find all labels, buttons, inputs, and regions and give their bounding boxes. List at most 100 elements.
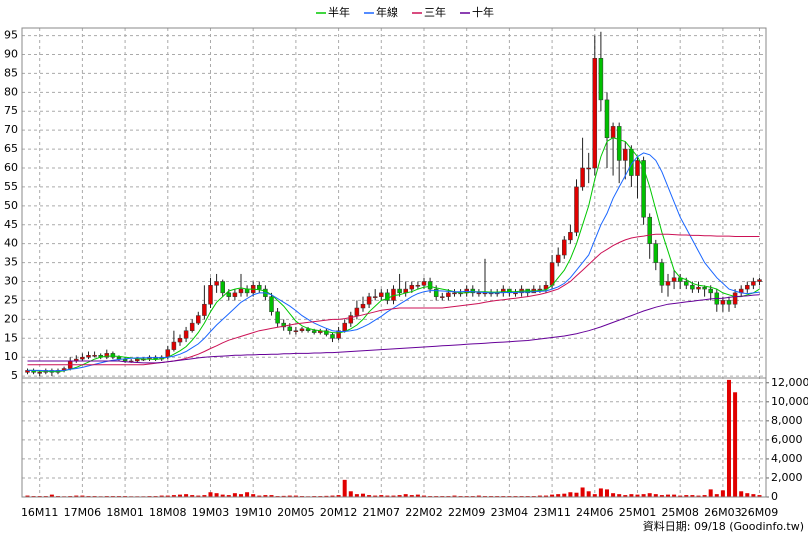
- volume-bar: [257, 495, 262, 497]
- candle-body: [202, 303, 207, 316]
- volume-bar: [348, 491, 353, 497]
- candle-body: [397, 288, 402, 294]
- volume-bar: [74, 495, 79, 497]
- volume-bar: [226, 495, 231, 497]
- y2-tick-label: 8,000: [771, 414, 803, 427]
- candle-body: [562, 239, 567, 256]
- candle-body: [635, 160, 640, 176]
- candle-body: [214, 281, 219, 286]
- candle-body: [568, 232, 573, 241]
- candle-body: [580, 167, 585, 188]
- volume-bar: [586, 491, 591, 497]
- candle-body: [409, 285, 415, 290]
- candle-body: [537, 288, 543, 291]
- volume-bar: [568, 492, 573, 497]
- y2-tick-label: 2,000: [771, 471, 803, 484]
- candle-body: [281, 322, 286, 328]
- candle-body: [348, 315, 354, 324]
- candle-body: [287, 326, 293, 331]
- candle-body: [189, 322, 195, 331]
- candle-body: [684, 281, 689, 286]
- volume-bar: [367, 495, 372, 497]
- volume-bar: [397, 495, 402, 497]
- candle-body: [574, 186, 579, 233]
- volume-bar: [171, 495, 176, 497]
- volume-bar: [263, 495, 268, 497]
- candle-body: [226, 292, 232, 297]
- x-tick-label: 25M08: [661, 506, 699, 519]
- candle-body: [757, 279, 762, 282]
- candle-body: [513, 292, 518, 295]
- candle-body: [238, 288, 244, 294]
- volume-bar: [556, 494, 561, 497]
- x-tick-label: 23M11: [533, 506, 571, 519]
- volume-bar: [726, 379, 731, 497]
- candle-body: [372, 296, 378, 298]
- y2-tick-label: 0: [771, 490, 778, 503]
- volume-bar: [245, 492, 250, 497]
- candle-body: [336, 330, 341, 339]
- candle-body: [671, 277, 677, 282]
- y-tick-label: 50: [4, 199, 18, 212]
- candle-body: [653, 243, 659, 263]
- candle-body: [135, 358, 140, 362]
- x-tick-label: 18M01: [106, 506, 144, 519]
- source-note: 資料日期: 09/18 (Goodinfo.tw): [643, 519, 804, 533]
- volume-bar: [360, 493, 365, 497]
- y2-tick-label: 10,000: [771, 395, 808, 408]
- x-tick-label: 18M08: [149, 506, 187, 519]
- volume-bar: [452, 495, 457, 497]
- volume-bar: [641, 494, 646, 497]
- volume-bar: [409, 495, 414, 497]
- volume-bar: [385, 495, 390, 497]
- volume-bar: [202, 495, 207, 497]
- candle-body: [330, 334, 335, 339]
- candle-body: [623, 148, 628, 161]
- candle-body: [543, 285, 549, 290]
- candle-body: [641, 160, 646, 218]
- candle-body: [421, 281, 427, 286]
- legend-label: 年線: [376, 5, 398, 19]
- volume-bar: [238, 494, 243, 497]
- candle-body: [25, 370, 30, 373]
- volume-frame: [21, 377, 767, 498]
- volume-bar: [269, 495, 274, 497]
- y-tick-label: 25: [4, 293, 18, 306]
- candle-body: [232, 292, 238, 297]
- volume-bar: [672, 494, 677, 497]
- volume-bar: [739, 491, 744, 497]
- volume-bar: [476, 495, 481, 497]
- volume-bar: [293, 495, 298, 497]
- candle-body: [702, 286, 707, 290]
- candle-body: [592, 58, 598, 169]
- candle-body: [385, 292, 390, 301]
- volume-bar: [659, 495, 664, 497]
- volume-bar: [745, 493, 750, 497]
- volume-bar: [751, 494, 756, 497]
- candle-body: [440, 296, 445, 298]
- candle-body: [433, 288, 439, 297]
- legend-label: 十年: [472, 5, 494, 19]
- volume-bar: [184, 494, 189, 497]
- volume-bar: [580, 487, 585, 497]
- x-tick-label: 20M05: [277, 506, 315, 519]
- volume-bar: [49, 494, 54, 497]
- x-tick-label: 23M04: [491, 506, 529, 519]
- candle-body: [366, 296, 372, 305]
- candle-body: [391, 288, 396, 301]
- volume-bar: [647, 493, 652, 497]
- candle-body: [745, 285, 750, 290]
- volume-bar: [702, 495, 707, 497]
- candle-body: [415, 285, 421, 287]
- candle-body: [37, 372, 42, 374]
- volume-bar: [562, 493, 567, 497]
- volume-bar: [214, 493, 219, 497]
- x-tick-label: 17M06: [64, 506, 102, 519]
- candle-body: [104, 353, 110, 358]
- y-tick-label: 5: [11, 369, 18, 382]
- candle-body: [696, 286, 701, 290]
- volume-bar: [403, 494, 408, 497]
- ma-line: [27, 294, 760, 364]
